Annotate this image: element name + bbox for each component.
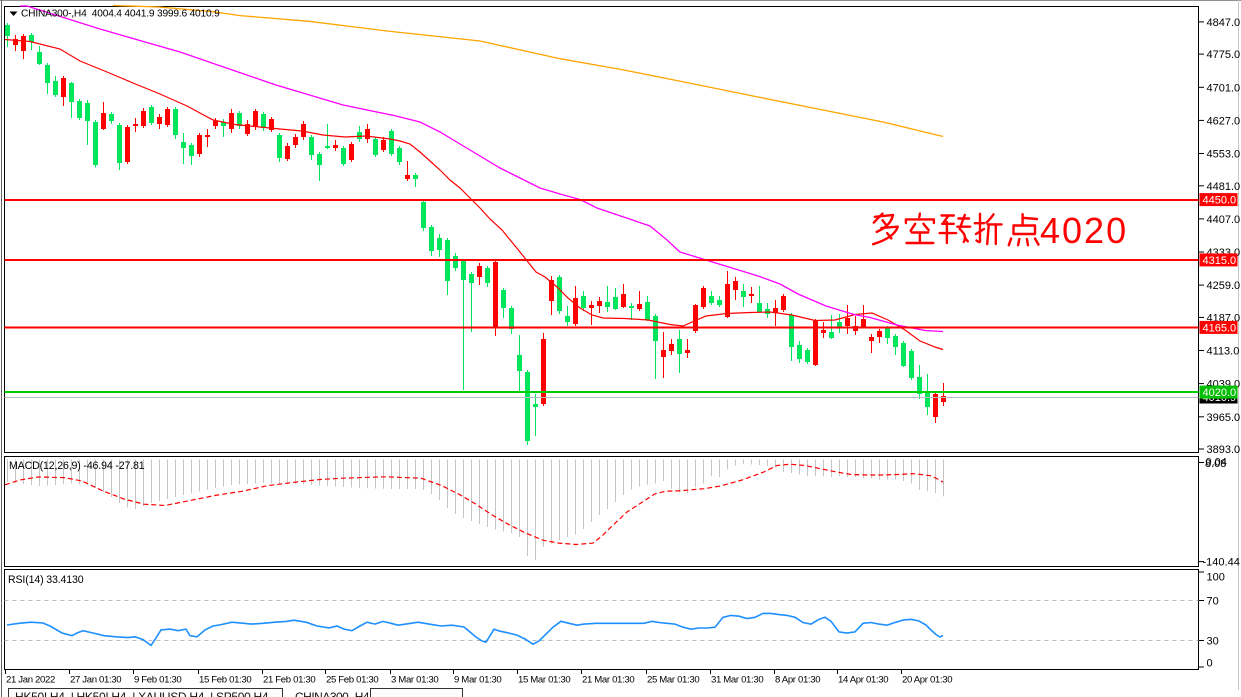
svg-text:RSI(14) 33.4130: RSI(14) 33.4130: [8, 574, 84, 586]
svg-text:3 Mar 01:30: 3 Mar 01:30: [391, 675, 438, 686]
svg-text:21 Jan 2022: 21 Jan 2022: [6, 675, 55, 686]
svg-text:4165.0: 4165.0: [1203, 322, 1237, 334]
svg-text:25 Feb 01:30: 25 Feb 01:30: [326, 675, 378, 686]
svg-text:4113.0: 4113.0: [1207, 346, 1240, 358]
svg-text:15 Feb 01:30: 15 Feb 01:30: [199, 675, 251, 686]
svg-text:4553.0: 4553.0: [1207, 149, 1241, 161]
svg-text:8.08: 8.08: [1205, 458, 1226, 470]
svg-text:4020.0: 4020.0: [1203, 387, 1237, 399]
svg-text:8 Apr 01:30: 8 Apr 01:30: [775, 675, 820, 686]
svg-text:21 Feb 01:30: 21 Feb 01:30: [263, 675, 315, 686]
svg-text:HK50!,H4 | HK50!,H4 | XAUUSD: HK50!,H4 | HK50!,H4 | XAUUSD,H4 | SP500,…: [15, 690, 269, 697]
svg-text:0.04: 0.04: [1206, 457, 1227, 469]
svg-text:31 Mar 01:30: 31 Mar 01:30: [711, 675, 763, 686]
svg-text:3965.0: 3965.0: [1207, 412, 1241, 424]
svg-text:CHINA300-,H4: CHINA300-,H4: [295, 690, 370, 697]
svg-text:15 Mar 01:30: 15 Mar 01:30: [518, 675, 570, 686]
svg-text:4259.0: 4259.0: [1207, 280, 1241, 292]
svg-text:4847.0: 4847.0: [1207, 17, 1241, 29]
svg-text:4020: 4020: [1040, 210, 1128, 251]
svg-text:30: 30: [1207, 636, 1219, 648]
svg-text:27 Jan 01:30: 27 Jan 01:30: [70, 675, 121, 686]
svg-text:14 Apr 01:30: 14 Apr 01:30: [838, 675, 888, 686]
svg-text:-140.44: -140.44: [1203, 557, 1240, 569]
svg-text:70: 70: [1207, 596, 1219, 608]
svg-text:21 Mar 01:30: 21 Mar 01:30: [582, 675, 634, 686]
svg-text:4407.0: 4407.0: [1207, 214, 1241, 226]
svg-text:CHINA300-,H4 4004.4 4041.9 39: CHINA300-,H4 4004.4 4041.9 3999.6 4010.9: [21, 9, 220, 20]
svg-text:4450.0: 4450.0: [1203, 195, 1237, 207]
svg-text:20 Apr 01:30: 20 Apr 01:30: [902, 675, 952, 686]
svg-text:9 Mar 01:30: 9 Mar 01:30: [454, 675, 501, 686]
svg-text:4315.0: 4315.0: [1203, 255, 1237, 267]
svg-text:3893.0: 3893.0: [1207, 444, 1241, 456]
svg-text:4775.0: 4775.0: [1207, 49, 1241, 61]
svg-text:4701.0: 4701.0: [1207, 82, 1241, 94]
svg-text:25 Mar 01:30: 25 Mar 01:30: [647, 675, 699, 686]
svg-text:MACD(12,26,9) -46.94 -27.81: MACD(12,26,9) -46.94 -27.81: [9, 460, 145, 472]
svg-text:4627.0: 4627.0: [1207, 115, 1241, 127]
svg-text:0: 0: [1207, 658, 1213, 670]
svg-text:4481.0: 4481.0: [1207, 181, 1241, 193]
svg-text:100: 100: [1207, 572, 1225, 584]
svg-text:9 Feb 01:30: 9 Feb 01:30: [134, 675, 181, 686]
